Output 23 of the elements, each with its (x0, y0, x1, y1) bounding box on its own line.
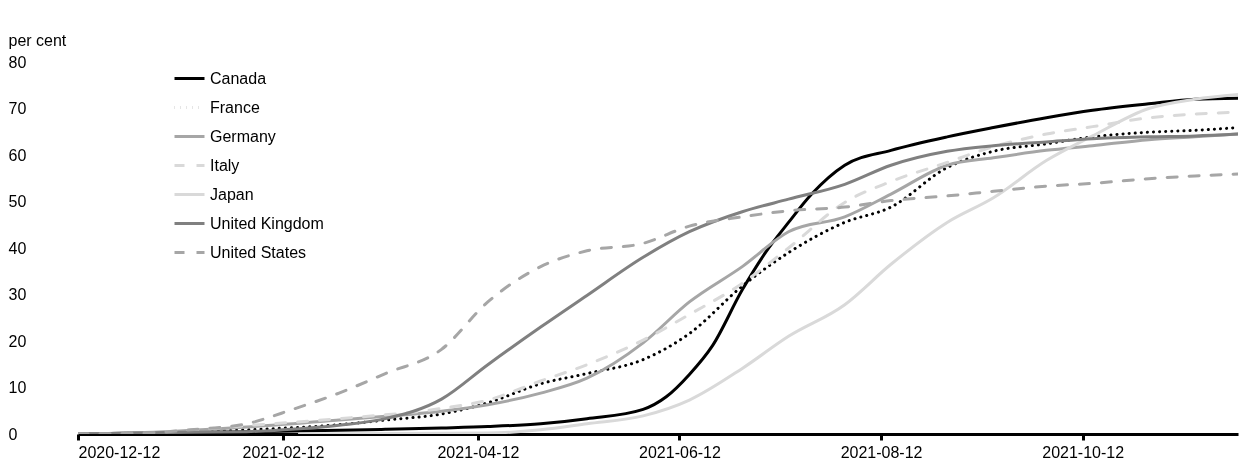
x-tick-label: 2020-12-12 (78, 443, 161, 461)
x-tick-label: 2021-08-12 (840, 443, 923, 461)
x-tick-label: 2021-06-12 (639, 443, 721, 461)
x-tick-label: 2021-10-12 (1042, 443, 1125, 461)
y-tick-label: 0 (8, 425, 18, 443)
legend-label: Japan (210, 185, 254, 203)
x-tick-label: 2021-04-12 (437, 443, 520, 461)
legend-label: Italy (210, 156, 240, 174)
y-tick-label: 70 (8, 100, 27, 117)
y-tick-label: 50 (8, 193, 27, 210)
y-tick-label: 40 (8, 239, 27, 257)
legend-label: United Kingdom (210, 214, 324, 232)
y-axis-title: per cent (8, 31, 67, 49)
x-tick-label: 2021-02-12 (242, 443, 325, 461)
y-tick-label: 20 (8, 332, 27, 350)
legend-label: France (210, 98, 260, 116)
y-tick-label: 30 (8, 286, 27, 303)
y-tick-label: 80 (8, 53, 27, 71)
legend-label: Germany (210, 127, 276, 145)
y-tick-label: 60 (8, 146, 27, 164)
legend-label: Canada (210, 69, 267, 87)
legend-label: United States (210, 243, 307, 261)
y-tick-label: 10 (8, 379, 27, 396)
